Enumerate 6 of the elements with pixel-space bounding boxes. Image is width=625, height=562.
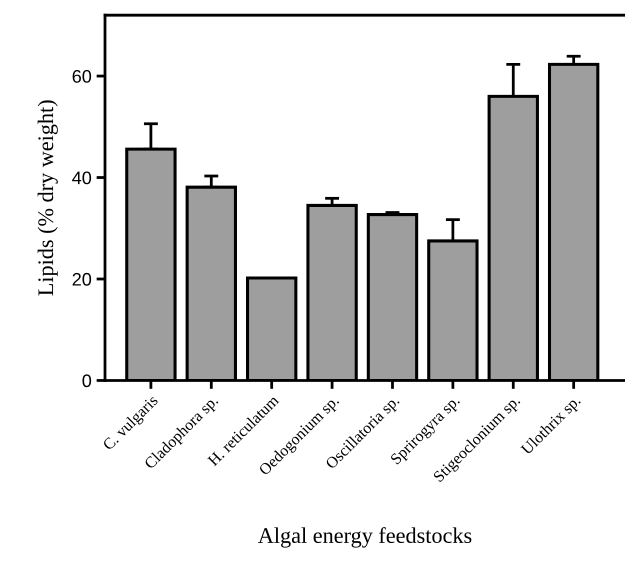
x-axis-title: Algal energy feedstocks [258, 527, 472, 548]
y-tick-label: 40 [72, 171, 92, 184]
y-tick-label: 0 [82, 374, 92, 388]
y-axis-title: Lipids (% dry weight) [38, 100, 58, 296]
y-tick-label: 60 [72, 70, 92, 83]
y-tick-label: 20 [72, 272, 92, 286]
